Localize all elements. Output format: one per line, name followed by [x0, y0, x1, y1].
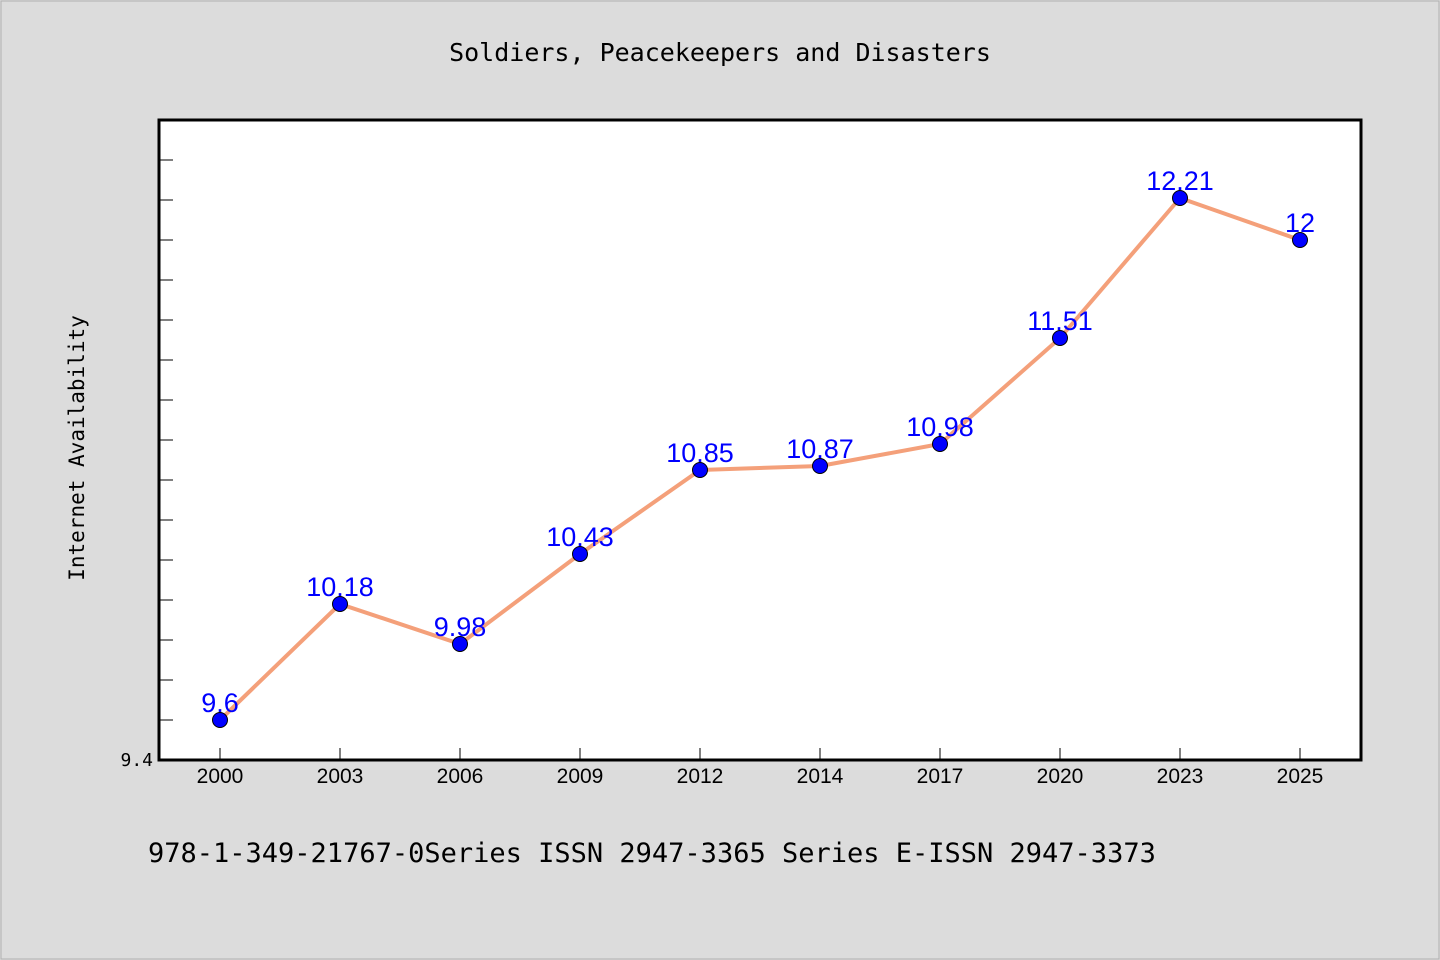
- x-tick-label: 2009: [557, 765, 604, 788]
- data-point: [1292, 232, 1308, 248]
- data-markers: [212, 190, 1308, 728]
- data-value-label: 11.51: [1027, 306, 1093, 336]
- y-axis-label: Internet Availability: [65, 315, 89, 581]
- data-point: [332, 596, 348, 612]
- y-axis-ticks: [159, 159, 173, 721]
- footer-isbn-text: 978-1-349-21767-0Series ISSN 2947-3365 S…: [148, 838, 1156, 869]
- data-value-label: 9.6: [201, 688, 239, 718]
- data-value-label: 10.87: [786, 434, 854, 464]
- x-tick-label: 2025: [1277, 765, 1324, 788]
- x-tick-label: 2000: [197, 765, 244, 788]
- x-tick-label: 2017: [917, 765, 964, 788]
- x-tick-label: 2020: [1037, 765, 1084, 788]
- data-value-label: 9.98: [434, 612, 487, 642]
- plot-frame: [157, 118, 1363, 762]
- x-axis-ticks: [219, 748, 1301, 760]
- data-value-label: 10.85: [666, 438, 734, 468]
- data-point: [452, 636, 468, 652]
- y-axis-tick-labels: 9.4: [120, 750, 153, 771]
- chart-title: Soldiers, Peacekeepers and Disasters: [449, 38, 991, 67]
- data-value-label: 12.21: [1146, 166, 1214, 196]
- data-value-labels: 9.6 10.18 9.98 10.43 10.85 10.87 10.98 11.51 12.…: [201, 166, 1315, 718]
- data-point: [812, 458, 828, 474]
- data-point: [1172, 190, 1188, 206]
- data-point: [572, 546, 588, 562]
- data-value-label: 10.43: [546, 522, 614, 552]
- data-point: [212, 712, 228, 728]
- plot-area: [159, 120, 1361, 760]
- data-point: [1052, 330, 1068, 346]
- x-tick-label: 2014: [797, 765, 844, 788]
- series-line-group: [218, 196, 1302, 722]
- series-line: [218, 196, 1302, 722]
- data-point: [692, 462, 708, 478]
- x-tick-label: 2003: [317, 765, 364, 788]
- x-tick-label: 2023: [1157, 765, 1204, 788]
- x-axis-tick-labels: 2000 2003 2006 2009 2012 2014 2017 2020 2023 2025: [197, 765, 1324, 788]
- data-value-label: 10.98: [906, 412, 974, 442]
- x-tick-label: 2006: [437, 765, 484, 788]
- data-point: [932, 436, 948, 452]
- data-value-label: 10.18: [306, 572, 374, 602]
- data-value-label: 12: [1285, 208, 1315, 238]
- y-tick-label: 9.4: [120, 750, 153, 771]
- x-tick-label: 2012: [677, 765, 724, 788]
